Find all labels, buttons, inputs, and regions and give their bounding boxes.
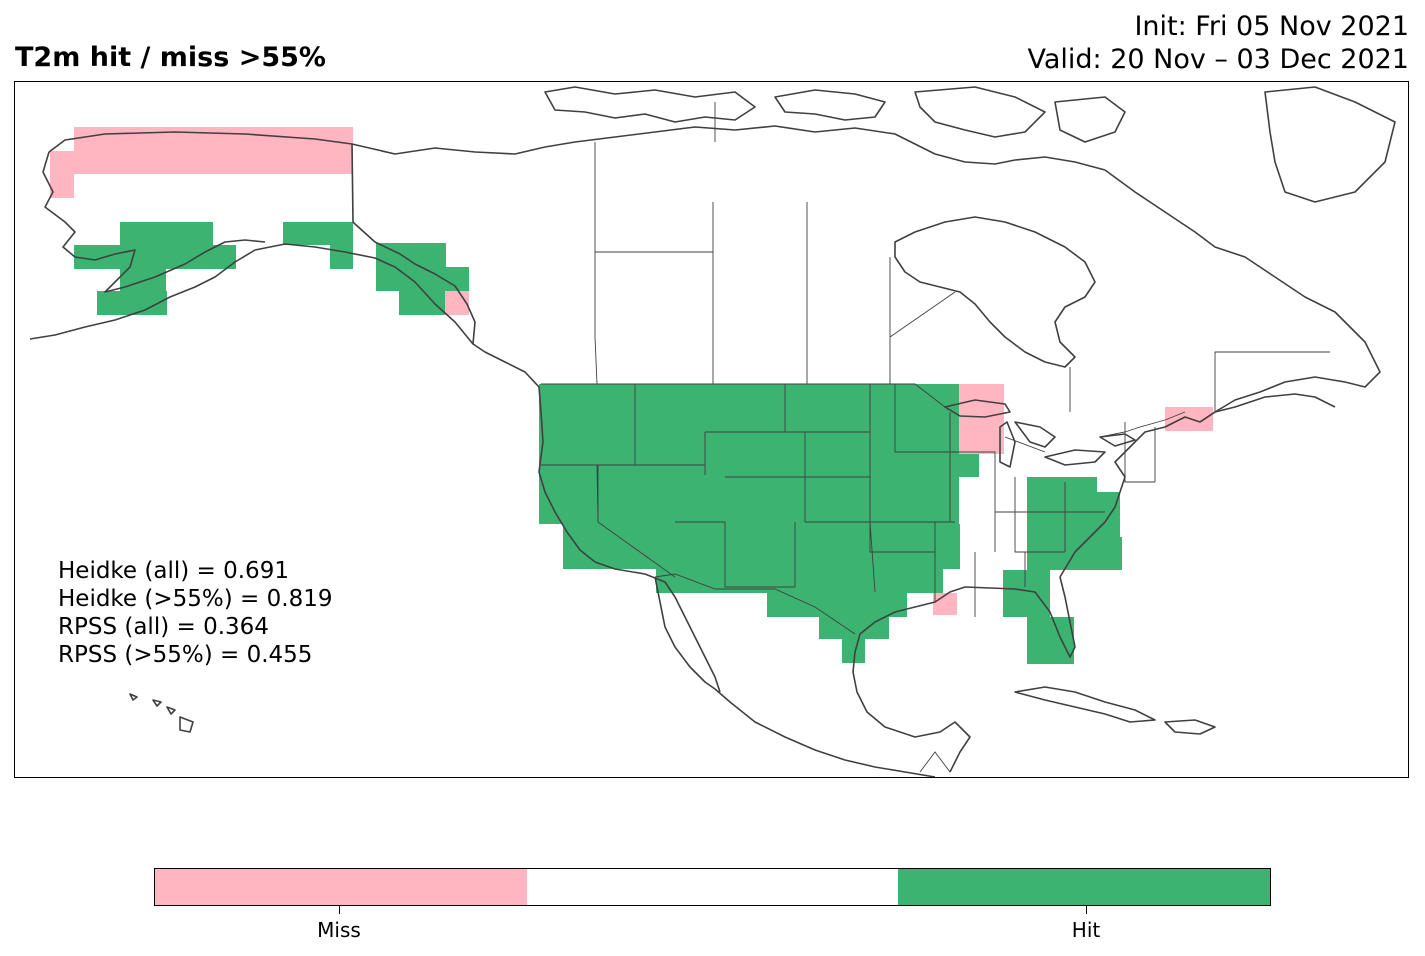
date-block: Init: Fri 05 Nov 2021 Valid: 20 Nov – 03… [1027, 10, 1409, 76]
hit-cell [1027, 477, 1097, 537]
coast-hawaii [129, 693, 194, 733]
hit-cell [1003, 570, 1050, 617]
border-provinces [594, 102, 1330, 412]
hit-cell [586, 546, 656, 569]
hit-cell [1027, 617, 1074, 664]
colorbar-hit [898, 869, 1271, 905]
coastlines [29, 86, 1396, 777]
miss-cell [50, 151, 74, 198]
border-us-states [541, 384, 1156, 617]
map-title: T2m hit / miss >55% [15, 42, 326, 73]
colorbar-miss [155, 869, 527, 905]
init-date: Init: Fri 05 Nov 2021 [1134, 11, 1409, 42]
miss-cell [959, 384, 1004, 454]
colorbar-tick-hit [1086, 906, 1087, 914]
coast-pacific [472, 343, 936, 777]
hit-cell [330, 245, 353, 269]
hit-cell [120, 269, 166, 291]
hit-cell [539, 384, 959, 524]
coast-gulf [852, 576, 1076, 773]
hit-cell [74, 245, 120, 269]
hit-cell [959, 454, 979, 477]
colorbar-neutral [526, 869, 899, 905]
heidke-all: Heidke (all) = 0.691 [58, 558, 289, 584]
map-panel: Heidke (all) = 0.691 Heidke (>55%) = 0.8… [14, 81, 1409, 778]
coast-atlantic [1059, 393, 1336, 578]
border-us-mexico [654, 573, 856, 635]
hit-cell [895, 569, 943, 593]
border-us-canada [541, 383, 1186, 453]
map-canvas [29, 86, 1396, 777]
hit-cell [376, 267, 469, 291]
miss-cell [445, 291, 469, 315]
colorbar-label-hit: Hit [1071, 918, 1101, 942]
hit-cell [399, 291, 446, 315]
hit-cell [767, 593, 907, 617]
miss-cell [933, 593, 957, 615]
heidke-55: Heidke (>55%) = 0.819 [58, 586, 333, 612]
hit-cell [563, 524, 587, 546]
hit-cell [213, 245, 236, 269]
skill-scores: Heidke (all) = 0.691 Heidke (>55%) = 0.8… [58, 557, 332, 669]
hit-cell [283, 222, 353, 245]
colorbar [154, 868, 1271, 906]
valid-range: Valid: 20 Nov – 03 Dec 2021 [1027, 44, 1409, 75]
rpss-all: RPSS (all) = 0.364 [58, 614, 269, 640]
hit-cell [819, 617, 889, 639]
coast-cuba [1014, 686, 1216, 735]
coast-arctic-islands [544, 86, 1396, 203]
hit-cell [120, 222, 213, 269]
colorbar-tick-miss [339, 906, 340, 914]
miss-cell [74, 127, 353, 174]
rpss-55: RPSS (>55%) = 0.455 [58, 642, 313, 668]
coast-canada-arctic [351, 125, 1106, 171]
great-lakes [944, 399, 1136, 468]
coast-alaska [29, 131, 476, 345]
political-borders [351, 102, 1330, 773]
hit-cell [97, 291, 167, 315]
hit-cell [842, 639, 865, 663]
hit-cell [1097, 492, 1120, 547]
border-central-america [919, 751, 951, 773]
colorbar-label-miss: Miss [317, 918, 361, 942]
coast-hudson-bay [894, 169, 1381, 423]
border-alaska-canada [351, 143, 376, 243]
